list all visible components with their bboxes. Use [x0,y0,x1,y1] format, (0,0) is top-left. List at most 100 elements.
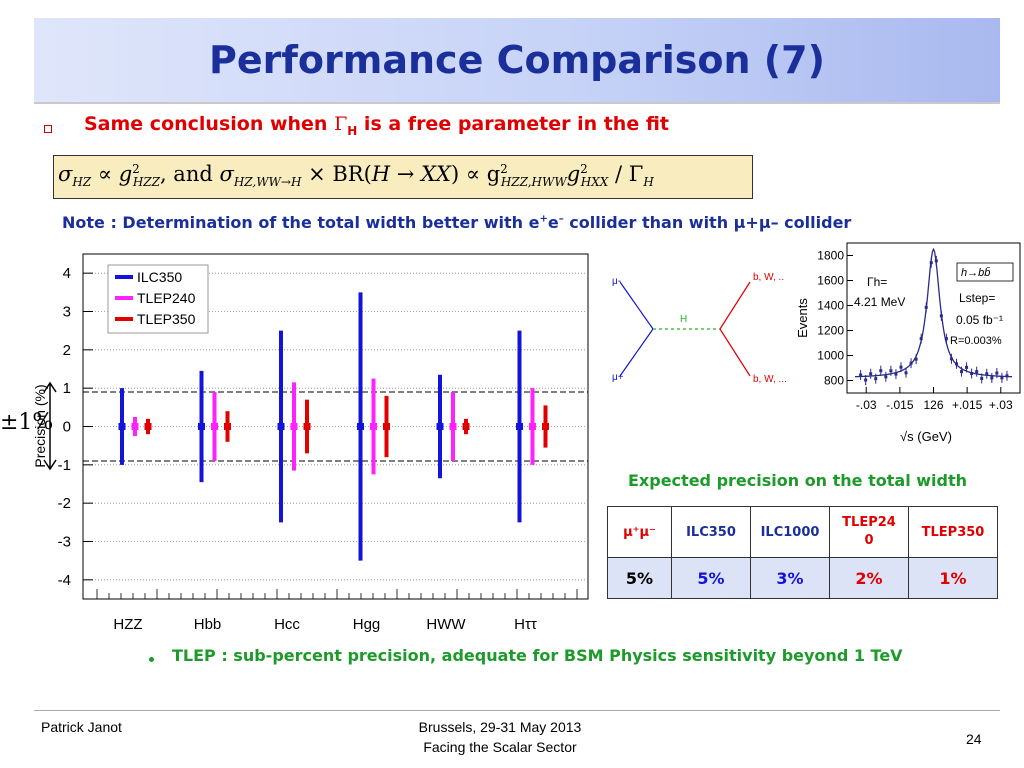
y-tick-label: 4 [63,265,71,282]
mu-minus-line [619,281,654,330]
inset-point [965,365,969,369]
inset-point [980,376,984,380]
feynman-diagram: μ- μ+ H b, W, .. b, W, ... [612,272,787,385]
formula-box [53,155,753,199]
note-part: Note : Determination of the total width … [62,213,540,232]
square-bullet-icon [44,125,52,133]
data-point [211,423,218,430]
mu-minus-label: μ- [612,276,621,287]
formula-sub: HZZ [132,175,160,190]
table-header-cell: TLEP350 [908,506,998,558]
page-number: 24 [966,731,982,747]
legend-label: TLEP240 [137,290,196,306]
formula-part: g [566,162,581,186]
process-label: h→bb̄ [961,266,990,279]
data-point [516,423,523,430]
inset-point [889,369,893,373]
y-tick-label: 0 [63,419,71,436]
data-point [357,423,364,430]
inset-point [924,305,928,309]
footer-divider [34,710,1000,711]
gamma-symbol: Γ [334,113,348,135]
table-header-row: μ⁺μ⁻ ILC350 ILC1000 TLEP24 0 TLEP350 [607,506,998,558]
expected-precision-title: Expected precision on the total width [628,471,967,490]
bullet-conclusion: Same conclusion when ΓH is a free parame… [84,113,669,138]
data-point [529,423,536,430]
inset-point [990,376,994,380]
inset-x-tick-label: +.015 [952,398,983,412]
inset-point [975,370,979,374]
x-tick-label: Hcc [274,616,300,633]
inset-point [899,365,903,369]
header-tlep350: TLEP350 [921,524,985,540]
inset-point [1000,376,1004,380]
one-percent-arrow [43,381,57,471]
lstep-value: 0.05 fb⁻¹ [956,313,1003,327]
sigma: σ [58,162,73,186]
data-point [144,423,152,430]
data-point [462,423,470,430]
value-ilc350: 5% [697,568,725,588]
note-part: collider than with μ+μ– collider [563,213,852,232]
data-point [449,423,457,430]
x-tick-label: Hττ [514,616,537,633]
formula-sub: HZ,WW→H [233,175,302,190]
inset-point [894,372,898,376]
data-point [370,423,377,430]
inset-point [944,337,948,341]
inset-point [970,372,974,376]
data-point [303,423,311,430]
table-header-cell: TLEP24 0 [829,506,909,558]
x-tick-label: HWW [426,616,466,633]
mu-plus-label: μ+ [612,372,624,383]
note-sup: – [558,213,564,225]
formula-sup: 2 [580,162,588,176]
y-tick-label: 3 [63,304,71,321]
title-bar [34,18,1000,102]
note-sup: + [539,213,548,225]
inset-y-tick-label: 1400 [817,299,844,313]
bullet-text-before: Same conclusion when [84,113,335,135]
inset-y-tick-label: 1000 [817,349,844,363]
width-precision-table: μ⁺μ⁻ ILC350 ILC1000 TLEP24 0 TLEP350 5% … [607,506,998,599]
inset-y-tick-label: 1600 [817,274,844,288]
footer-venue: Brussels, 29-31 May 2013 [418,719,582,735]
x-tick-label: Hbb [194,616,222,633]
inset-x-tick-label: -.03 [856,398,877,412]
data-point [290,423,298,430]
table-value-row: 5% 5% 3% 2% 1% [607,557,998,599]
value-tlep240: 2% [855,568,883,588]
data-point [542,423,549,430]
formula-sup: 2 [500,162,508,176]
data-point [383,423,390,430]
data-point [118,423,126,430]
chart-legend: ILC350 TLEP240 TLEP350 [107,264,209,334]
higgs-label: H [680,314,687,325]
inset-point [929,261,933,265]
inset-point [934,259,938,263]
data-point [436,423,444,430]
y-tick-label: -4 [58,572,71,589]
inset-x-tick-label: 126 [923,398,943,412]
inset-y-label: Events [795,298,810,338]
inset-point [874,377,878,381]
y-tick-label: -1 [58,457,71,474]
decay-products-top: b, W, .. [753,272,784,283]
inset-point [995,371,999,375]
footer-event: Facing the Scalar Sector [423,739,577,755]
inset-x-ticks: -.03 -.015 126 +.015 +.03 [856,387,1013,412]
inset-point [879,369,883,373]
data-point [131,423,139,430]
resolution-label: R=0.003% [950,335,1002,347]
inset-x-label: √s (GeV) [900,429,952,444]
decay-line-bottom [719,328,751,377]
error-bars [118,292,549,561]
inset-point [985,372,989,376]
value-mumu: 5% [625,568,654,588]
y-tick-label: 2 [63,342,71,359]
table-cell: 2% [829,557,909,599]
inset-y-tick-label: 1200 [817,324,844,338]
formula-and: , and [159,162,220,186]
plus-minus-one-percent-label: ±1% [0,410,54,435]
formula-sup: 2 [132,162,140,176]
